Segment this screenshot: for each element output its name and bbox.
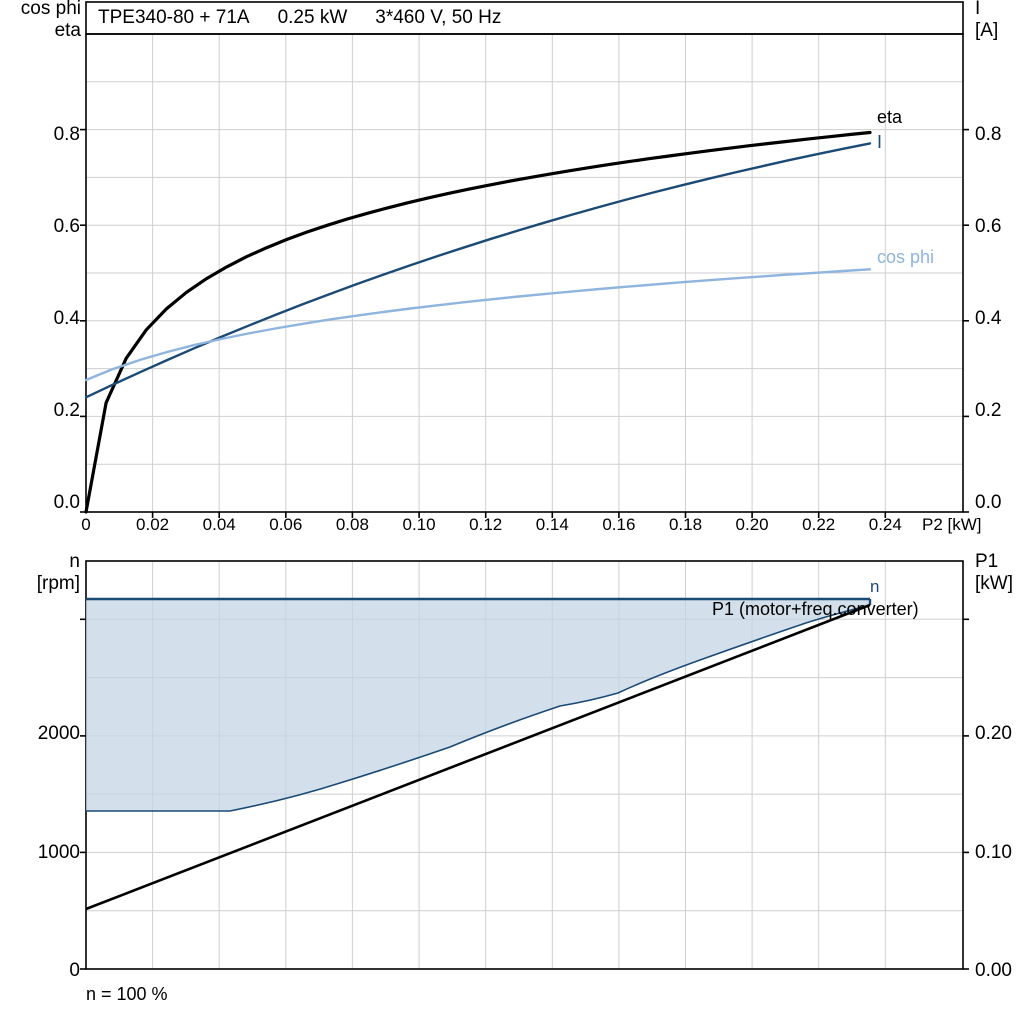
svg-text:2000: 2000 xyxy=(38,723,80,744)
svg-text:[rpm]: [rpm] xyxy=(37,573,80,594)
svg-text:cos phi: cos phi xyxy=(877,247,934,267)
svg-text:0.10: 0.10 xyxy=(975,842,1012,863)
svg-text:cos phi: cos phi xyxy=(21,0,81,19)
svg-text:0.6: 0.6 xyxy=(975,216,1001,237)
svg-text:eta: eta xyxy=(877,107,903,127)
svg-text:0.14: 0.14 xyxy=(536,515,569,534)
svg-text:1000: 1000 xyxy=(38,842,80,863)
svg-text:0: 0 xyxy=(81,515,90,534)
svg-text:n: n xyxy=(870,577,879,596)
svg-text:0.20: 0.20 xyxy=(975,723,1012,744)
svg-text:P1 (motor+freq.converter): P1 (motor+freq.converter) xyxy=(712,599,919,619)
svg-text:0: 0 xyxy=(69,960,80,981)
svg-text:0.4: 0.4 xyxy=(975,308,1002,329)
svg-text:0.04: 0.04 xyxy=(203,515,236,534)
svg-text:0.0: 0.0 xyxy=(54,492,80,513)
svg-text:0.4: 0.4 xyxy=(54,308,81,329)
svg-text:n = 100 %: n = 100 % xyxy=(86,984,168,1004)
svg-text:0.08: 0.08 xyxy=(336,515,369,534)
svg-text:0.24: 0.24 xyxy=(869,515,902,534)
svg-text:P2 [kW]: P2 [kW] xyxy=(922,515,982,534)
svg-text:0.06: 0.06 xyxy=(269,515,302,534)
svg-text:P1: P1 xyxy=(975,551,998,572)
svg-text:0.8: 0.8 xyxy=(975,124,1001,145)
svg-text:0.6: 0.6 xyxy=(54,216,80,237)
svg-text:[kW]: [kW] xyxy=(975,573,1013,594)
svg-text:[A]: [A] xyxy=(975,20,998,41)
svg-text:0.20: 0.20 xyxy=(736,515,769,534)
svg-text:0.02: 0.02 xyxy=(136,515,169,534)
svg-text:I: I xyxy=(877,132,882,152)
svg-text:eta: eta xyxy=(55,20,82,41)
svg-text:0.8: 0.8 xyxy=(54,124,80,145)
svg-text:0.18: 0.18 xyxy=(669,515,702,534)
svg-text:0.10: 0.10 xyxy=(403,515,436,534)
svg-text:n: n xyxy=(69,551,80,572)
svg-text:0.16: 0.16 xyxy=(602,515,635,534)
svg-text:0.00: 0.00 xyxy=(975,960,1012,981)
svg-text:I: I xyxy=(975,0,980,19)
svg-text:0.0: 0.0 xyxy=(975,492,1001,513)
svg-text:0.2: 0.2 xyxy=(54,400,80,421)
svg-text:0.22: 0.22 xyxy=(802,515,835,534)
svg-text:0.2: 0.2 xyxy=(975,400,1001,421)
svg-text:0.12: 0.12 xyxy=(469,515,502,534)
